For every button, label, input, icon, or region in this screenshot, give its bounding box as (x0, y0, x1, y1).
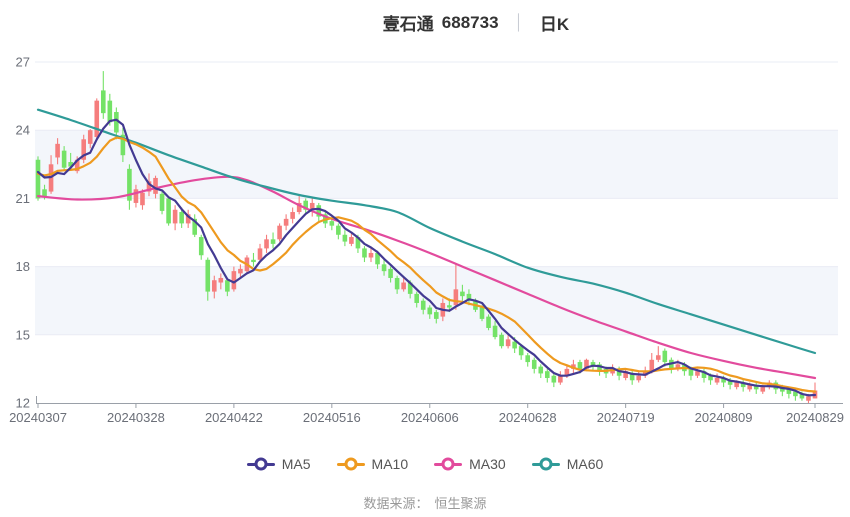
svg-text:20240422: 20240422 (205, 410, 263, 425)
legend-item-ma5[interactable]: MA5 (246, 456, 311, 472)
ma60-legend-marker-icon (531, 457, 560, 471)
svg-text:15: 15 (16, 327, 30, 342)
svg-text:24: 24 (16, 123, 30, 138)
data-source: 数据来源： 恒生聚源 (0, 493, 850, 512)
grid-bands (35, 130, 838, 335)
title-separator-icon: │ (514, 14, 524, 31)
chart-type-label: 日K (539, 15, 570, 34)
svg-text:18: 18 (16, 259, 30, 274)
svg-text:27: 27 (16, 55, 30, 70)
grid-lines (35, 61, 838, 336)
svg-text:20240516: 20240516 (303, 410, 361, 425)
svg-text:20240809: 20240809 (695, 410, 753, 425)
stock-code: 688733 (441, 12, 499, 32)
ma10-line (36, 136, 817, 393)
ma30-line (36, 175, 817, 380)
ma10-legend-marker-icon (336, 457, 365, 471)
legend-item-ma10[interactable]: MA10 (336, 456, 409, 472)
svg-text:20240628: 20240628 (499, 410, 557, 425)
ma30-legend-marker-icon (434, 457, 463, 471)
ma60-line (36, 108, 817, 355)
ma5-line (36, 118, 817, 397)
svg-text:20240829: 20240829 (786, 410, 844, 425)
svg-text:12: 12 (16, 396, 30, 411)
legend-item-ma30[interactable]: MA30 (434, 456, 506, 472)
legend-label: MA10 (371, 456, 409, 472)
candlesticks (35, 71, 818, 403)
svg-text:21: 21 (16, 191, 30, 206)
chart-legend: MA5 MA10 MA30 MA60 (0, 456, 850, 472)
x-axis (36, 396, 843, 408)
stock-name: 壹石通 (382, 15, 434, 34)
ma5-legend-marker-icon (246, 457, 275, 471)
svg-text:20240307: 20240307 (9, 410, 67, 425)
data-source-value: 恒生聚源 (434, 496, 487, 511)
legend-label: MA5 (281, 456, 311, 472)
legend-label: MA30 (469, 456, 506, 472)
svg-text:20240719: 20240719 (597, 410, 655, 425)
chart-title: 壹石通 688733 │ 日K (0, 10, 850, 35)
legend-label: MA60 (566, 456, 604, 472)
svg-text:20240606: 20240606 (401, 410, 459, 425)
legend-item-ma60[interactable]: MA60 (531, 456, 604, 472)
y-axis-labels: 27 24 21 18 15 12 (16, 55, 30, 411)
svg-text:20240328: 20240328 (107, 410, 165, 425)
data-source-label: 数据来源： (363, 496, 429, 511)
x-axis-labels: 20240307 20240328 20240422 20240516 20240606… (9, 410, 844, 425)
